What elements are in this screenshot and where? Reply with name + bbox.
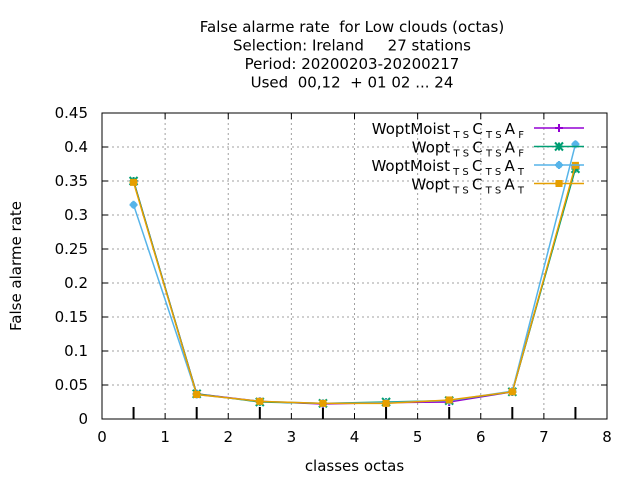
legend-entry-1: WoptMoist T S C T S A F xyxy=(372,120,584,141)
data-point xyxy=(129,200,138,209)
data-point xyxy=(192,391,201,399)
series-1 xyxy=(129,163,580,409)
y-tick-label: 0.1 xyxy=(64,342,88,360)
legend-marker xyxy=(554,141,564,152)
x-axis-label: classes octas xyxy=(305,457,405,475)
x-tick-label: 1 xyxy=(160,428,170,446)
legend-label: Wopt T S C T S A F xyxy=(412,139,524,160)
plot-frame xyxy=(101,112,608,420)
chart-title: False alarme rate for Low clouds (octas)… xyxy=(200,18,504,92)
legend-marker xyxy=(555,124,563,132)
legend-label: WoptMoist T S C T S A F xyxy=(372,120,524,141)
data-point xyxy=(129,178,138,186)
x-tick-label: 2 xyxy=(223,428,233,446)
data-point xyxy=(508,388,517,396)
x-tick-label: 3 xyxy=(287,428,297,446)
x-tick-label: 6 xyxy=(476,428,486,446)
x-tick-label: 7 xyxy=(539,428,549,446)
data-point xyxy=(255,397,264,405)
legend-label: WoptMoist T S C T S A T xyxy=(371,157,524,178)
legend-entry-2: Wopt T S C T S A F xyxy=(412,139,584,160)
data-point xyxy=(382,399,391,407)
y-tick-label: 0.2 xyxy=(64,274,88,292)
series-4 xyxy=(129,161,580,407)
x-tick-label: 8 xyxy=(602,428,612,446)
y-tick-label: 0 xyxy=(78,410,88,428)
legend-marker xyxy=(555,161,563,169)
legend-entry-3: WoptMoist T S C T S A T xyxy=(371,157,584,178)
title-line: False alarme rate for Low clouds (octas) xyxy=(200,18,504,36)
series-lines xyxy=(128,140,581,409)
legend-label: Wopt T S C T S A T xyxy=(411,176,524,197)
data-point xyxy=(445,396,454,404)
y-tick-label: 0.4 xyxy=(64,138,88,156)
series-line xyxy=(132,165,577,405)
y-tick-label: 0.45 xyxy=(55,104,88,122)
y-tick-label: 0.3 xyxy=(64,206,88,224)
series-2 xyxy=(128,164,581,409)
y-tick-label: 0.05 xyxy=(55,376,88,394)
legend-marker xyxy=(555,180,563,187)
title-line: Period: 20200203-20200217 xyxy=(245,55,460,73)
grid xyxy=(102,113,607,419)
y-tick-label: 0.35 xyxy=(55,172,88,190)
y-axis-label: False alarme rate xyxy=(7,201,25,331)
y-tick-label: 0.25 xyxy=(55,240,88,258)
x-tick-label: 4 xyxy=(350,428,360,446)
y-tick-label: 0.15 xyxy=(55,308,88,326)
title-line: Used 00,12 + 01 02 ... 24 xyxy=(251,74,454,92)
legend-entry-4: Wopt T S C T S A T xyxy=(411,176,584,197)
x-tick-label: 0 xyxy=(97,428,107,446)
title-line: Selection: Ireland 27 stations xyxy=(233,37,471,55)
x-tick-label: 5 xyxy=(413,428,423,446)
axis-ticks: 0 1 2 3 4 5 6 7 8 0 0.05 0.1 0.15 0.2 0.25 0.3 0.35 0.4 0.… xyxy=(55,104,612,446)
data-point xyxy=(318,399,327,407)
